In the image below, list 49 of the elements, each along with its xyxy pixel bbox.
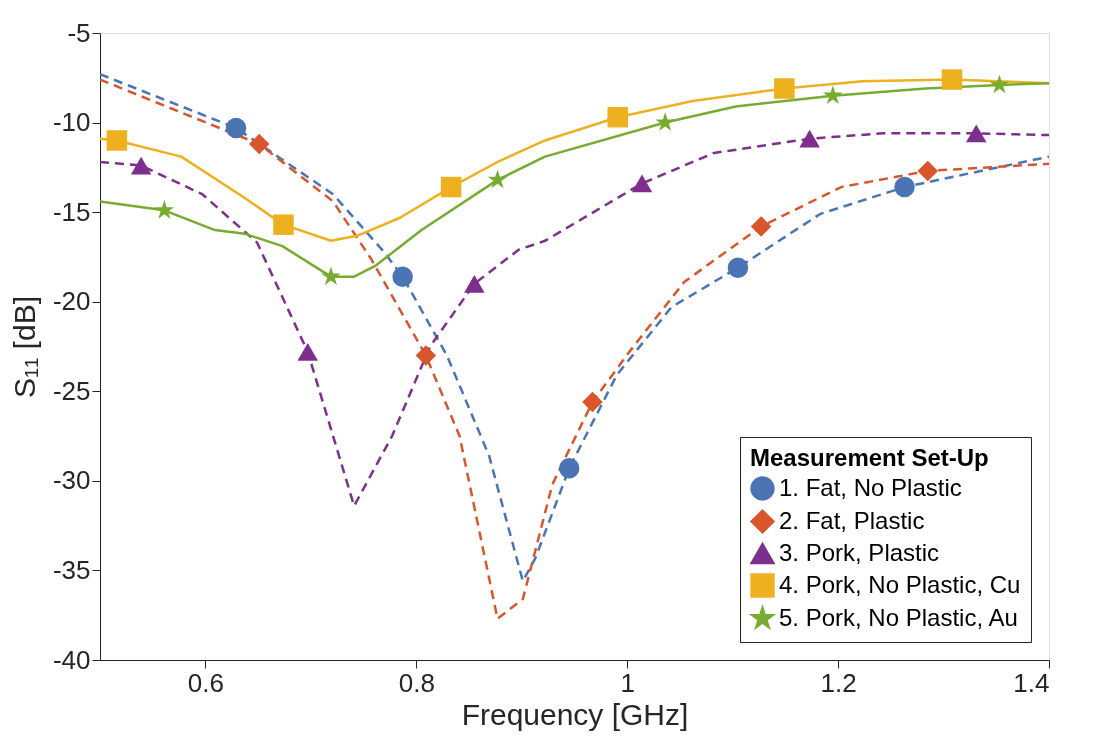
point bbox=[774, 78, 795, 99]
y-tick-label: -10 bbox=[52, 107, 91, 138]
y-tick-label: -35 bbox=[52, 554, 91, 585]
point bbox=[464, 274, 485, 293]
point bbox=[966, 124, 987, 143]
legend-label: 1. Fat, No Plastic bbox=[779, 473, 962, 501]
point bbox=[989, 74, 1010, 94]
x-tick-label: 0.8 bbox=[398, 667, 435, 698]
point bbox=[582, 391, 603, 413]
point bbox=[631, 174, 653, 193]
point bbox=[248, 133, 270, 155]
y-tick-label: -30 bbox=[52, 465, 91, 496]
point bbox=[321, 266, 341, 285]
point bbox=[750, 216, 772, 237]
point bbox=[130, 156, 152, 175]
point bbox=[392, 266, 413, 287]
legend-label: 3. Pork, Plastic bbox=[779, 538, 940, 566]
y-tick-label: -25 bbox=[52, 375, 91, 406]
point bbox=[894, 176, 915, 198]
point bbox=[440, 176, 462, 198]
point bbox=[225, 117, 247, 139]
x-axis-title: Frequency [GHz] bbox=[461, 697, 689, 731]
point bbox=[106, 130, 128, 151]
y-tick-label: -15 bbox=[52, 196, 91, 227]
legend-label: 5. Pork, No Plastic, Au bbox=[779, 603, 1018, 631]
x-tick-label: 1.2 bbox=[820, 667, 857, 698]
y-axis-title: S₁₁ [dB] bbox=[7, 296, 41, 398]
point bbox=[415, 345, 437, 366]
x-tick-label: 1.4 bbox=[1013, 667, 1050, 698]
point bbox=[941, 69, 963, 90]
point bbox=[823, 85, 843, 104]
x-tick-label: 0.6 bbox=[187, 667, 225, 698]
point bbox=[558, 458, 580, 479]
legend-title: Measurement Set-Up bbox=[750, 444, 989, 471]
point bbox=[487, 169, 508, 189]
point bbox=[154, 200, 175, 219]
x-tick-label: 1 bbox=[620, 667, 635, 698]
y-tick-label: -20 bbox=[52, 286, 91, 317]
y-tick-label: -5 bbox=[67, 17, 91, 48]
point bbox=[297, 343, 318, 361]
legend-label: 4. Pork, No Plastic, Cu bbox=[779, 570, 1021, 598]
point bbox=[655, 112, 675, 131]
point bbox=[273, 214, 294, 235]
legend-label: 2. Fat, Plastic bbox=[779, 506, 925, 534]
point bbox=[799, 129, 820, 148]
y-tick-label: -40 bbox=[52, 644, 91, 675]
point bbox=[607, 106, 628, 128]
point bbox=[727, 257, 749, 278]
point bbox=[917, 160, 938, 182]
